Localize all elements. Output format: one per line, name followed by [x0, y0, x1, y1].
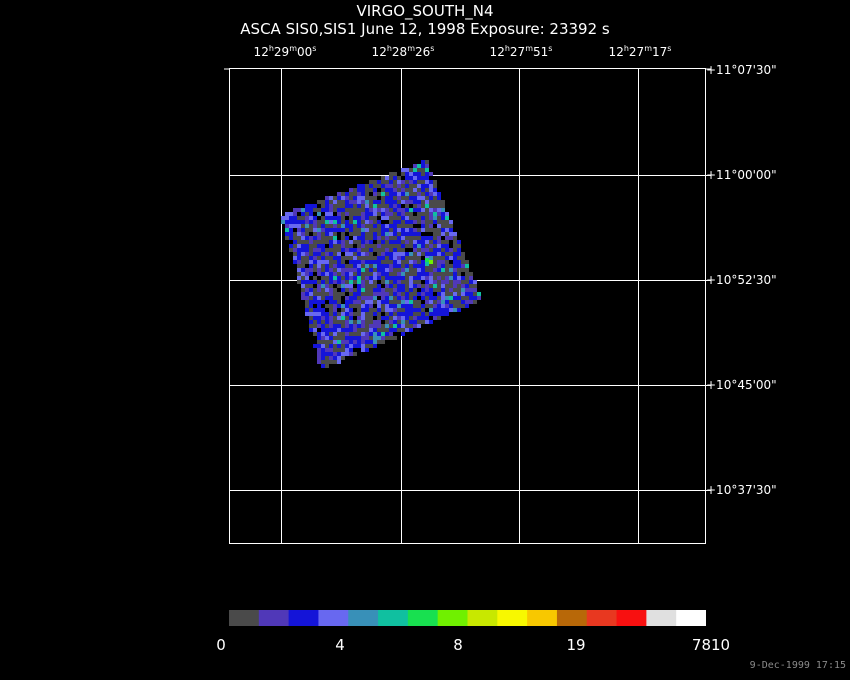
colorbar-swatch: [646, 610, 677, 626]
colorbar-swatch: [586, 610, 618, 626]
ra-label-4: 12h27m17s: [608, 44, 672, 59]
dec-label-1: +11°07'30": [706, 63, 777, 77]
dec-label-3: +10°52'30": [706, 273, 777, 287]
colorbar-swatch: [348, 610, 379, 626]
colorbar-swatch: [318, 610, 349, 626]
colorbar-swatch: [258, 610, 290, 626]
colorbar-label-5: 7810: [691, 636, 731, 654]
ra-label-2: 12h28m26s: [371, 44, 435, 59]
dec-label-5: +10°37'30": [706, 483, 777, 497]
x-ray-count-map: [281, 160, 481, 368]
colorbar-swatch: [497, 610, 528, 626]
colorbar-swatch: [467, 610, 498, 626]
image-title: VIRGO_SOUTH_N4: [356, 2, 494, 20]
colorbar-swatch: [527, 610, 558, 626]
colorbar-swatch: [229, 610, 260, 626]
colorbar-label-3: 8: [453, 636, 463, 654]
colorbar-label-4: 19: [566, 636, 586, 654]
ra-label-3: 12h27m51s: [489, 44, 553, 59]
colorbar-swatch: [437, 610, 469, 626]
dec-label-4: +10°45'00": [706, 378, 777, 392]
colorbar-swatch: [616, 610, 647, 626]
timestamp: 9-Dec-1999 17:15: [749, 660, 846, 671]
dec-label-2: +11°00'00": [706, 168, 777, 182]
colorbar-swatch: [288, 610, 320, 626]
colorbar-swatch: [378, 610, 409, 626]
sky-image-frame: [224, 68, 711, 544]
colorbar-swatch: [556, 610, 588, 626]
coordinate-grid: [224, 68, 711, 544]
image-subtitle: ASCA SIS0,SIS1 June 12, 1998 Exposure: 2…: [240, 20, 610, 38]
colorbar: [229, 610, 706, 626]
ra-label-1: 12h29m00s: [253, 44, 317, 59]
colorbar-label-1: 0: [216, 636, 226, 654]
colorbar-swatch: [407, 610, 439, 626]
colorbar-label-2: 4: [335, 636, 345, 654]
colorbar-swatch: [676, 610, 706, 626]
